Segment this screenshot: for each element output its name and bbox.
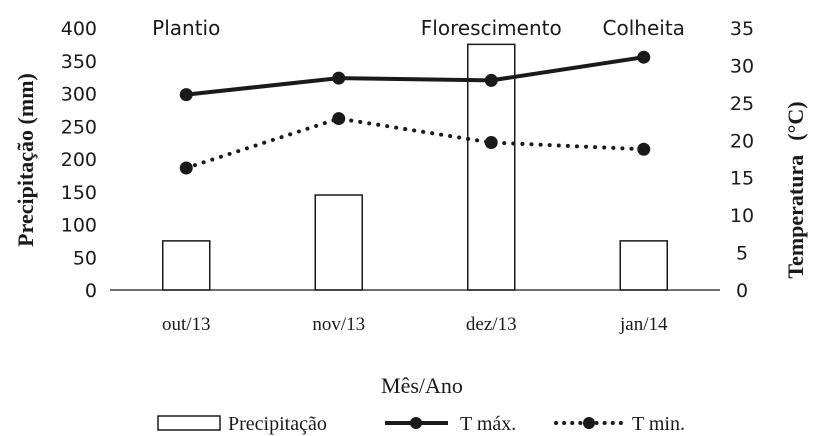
right-tick-label: 20 [730, 130, 754, 152]
legend-tmax-label: T máx. [460, 413, 516, 435]
right-tick-label: 0 [736, 280, 748, 302]
right-tick-label: 30 [730, 55, 754, 77]
left-tick-label: 150 [61, 182, 97, 204]
legend-tmax-marker [410, 417, 422, 429]
left-axis-label: Precipitação (mm) [13, 73, 38, 247]
x-axis-label: Mês/Ano [381, 373, 463, 398]
temperature-lines [179, 50, 651, 175]
x-tick-label: out/13 [162, 314, 211, 335]
right-tick-label: 10 [730, 205, 754, 227]
right-axis-label-unit: (°C) [783, 101, 808, 140]
tmax-point [179, 88, 193, 102]
precipitation-bar [162, 240, 211, 291]
tmin-line [184, 116, 646, 170]
tmax-point [484, 73, 498, 87]
right-axis-label: Temperatura (°C) [783, 101, 808, 278]
precipitation-bars [162, 43, 668, 291]
phase-annotation: Plantio [152, 16, 220, 40]
right-tick-label: 15 [730, 168, 754, 190]
left-tick-label: 0 [85, 280, 97, 302]
left-tick-label: 250 [61, 116, 97, 138]
legend-precipitacao-label: Precipitação [228, 413, 327, 435]
tmax-line [186, 55, 645, 97]
x-tick-label: nov/13 [312, 314, 365, 335]
phase-annotation: Florescimento [421, 16, 562, 40]
x-tick-label: jan/14 [619, 314, 668, 335]
right-tick-label: 5 [736, 243, 748, 265]
tmin-point [637, 142, 651, 156]
phase-annotations: Plantio Florescimento Colheita [152, 16, 685, 40]
tmin-point [179, 161, 193, 175]
right-axis-ticks: 0 5 10 15 20 25 30 35 [730, 18, 754, 302]
tmin-point [332, 112, 346, 126]
legend-precipitacao-swatch [157, 415, 221, 431]
tmax-point [332, 71, 346, 85]
precipitation-bar [314, 194, 363, 291]
legend-tmin-marker [583, 417, 595, 429]
right-tick-label: 35 [730, 18, 754, 40]
left-axis-ticks: 0 50 100 150 200 250 300 350 400 [61, 18, 97, 302]
right-tick-label: 25 [730, 93, 754, 115]
left-tick-label: 50 [73, 247, 97, 269]
tmin-point [484, 136, 498, 150]
x-axis-ticks: out/13 nov/13 dez/13 jan/14 [162, 314, 668, 335]
left-tick-label: 400 [61, 18, 97, 40]
left-tick-label: 300 [61, 84, 97, 106]
tmax-point [637, 50, 651, 64]
phase-annotation: Colheita [603, 16, 685, 40]
left-tick-label: 350 [61, 51, 97, 73]
legend: Precipitação T máx. T min. [157, 413, 685, 435]
left-tick-label: 100 [61, 215, 97, 237]
precipitation-bar [619, 240, 668, 291]
x-tick-label: dez/13 [466, 314, 517, 335]
legend-tmin-label: T min. [632, 413, 685, 435]
left-tick-label: 200 [61, 149, 97, 171]
right-axis-label-text: Temperatura [783, 155, 808, 279]
